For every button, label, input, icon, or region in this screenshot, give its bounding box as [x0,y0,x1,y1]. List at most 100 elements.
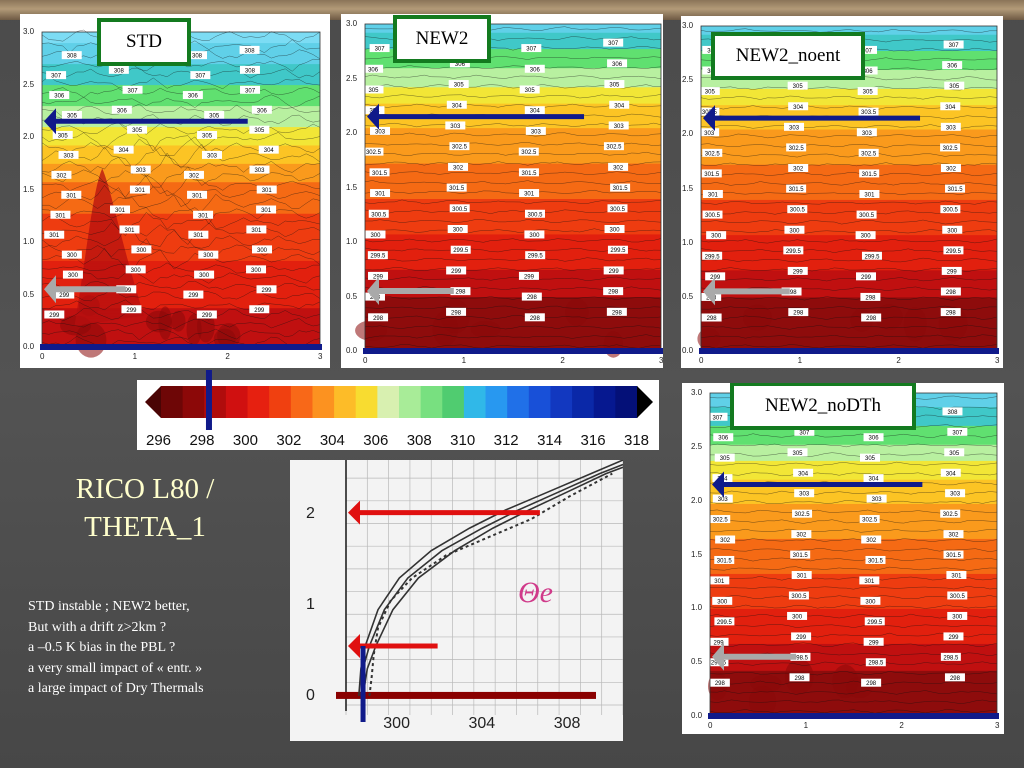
heat-band [42,163,320,167]
contour-label-bg [861,313,882,322]
contour-label-bg [708,637,729,646]
heat-blotch [749,685,777,718]
heat-band [42,307,320,311]
contour-label-bg [518,271,539,280]
contour-label-bg [524,106,545,115]
heat-band [701,153,997,157]
heat-band [701,172,997,176]
contour-label: 303 [862,131,873,137]
contour-label: 304 [798,471,809,477]
contour-line [364,295,662,300]
heat-band [710,699,997,704]
blue-arrow-head [44,108,56,135]
heatmap-svg: 298 298.5 299 299.5 300 301 301.5 302 302.5 303 30… [707,392,999,719]
heat-band [42,158,320,162]
heat-band [701,321,997,325]
contour-label-bg [699,87,720,96]
heat-band [42,144,320,149]
contour-label: 305 [454,83,465,89]
contour-label: 300 [610,228,621,234]
contour-label-bg [783,246,804,255]
contour-label: 305 [67,114,78,120]
contour-label: 299 [609,269,620,275]
contour-line [41,248,321,272]
heat-band [710,436,997,440]
contour-label: 306 [863,69,874,75]
contour-label-bg [449,204,470,213]
heat-band [365,266,661,270]
contour-label-bg [367,251,388,260]
heat-band [365,146,661,150]
heat-band [42,234,320,238]
heat-band [365,51,661,55]
colorbar-segment [225,386,249,418]
heat-band [365,242,661,246]
note-line-4: a very small impact of « entr. » [28,660,203,676]
heat-band [365,97,661,101]
contour-label: 304 [264,148,275,154]
contour-label-bg [603,142,624,151]
heat-band [710,532,997,537]
heat-band [701,304,997,309]
heat-band [701,258,997,263]
heat-band [365,135,661,140]
contour-label-bg [44,230,65,239]
contour-label: 301.5 [789,187,805,193]
contour-label: 300.5 [527,212,543,218]
contour-line [700,305,997,311]
contour-label-bg [947,427,968,436]
heat-band [365,78,661,82]
contour-label-bg [940,308,961,317]
y-tick-label: 2.5 [691,441,703,451]
heat-band [42,260,320,264]
contour-label: 308 [947,410,958,416]
contour-line [700,172,998,177]
grey-arrow-head [712,642,724,671]
profile-x-tick-label: 300 [383,715,410,732]
heat-band [365,59,661,63]
contour-label-bg [699,128,720,137]
contour-label-bg [861,535,882,544]
contour-label: 299.5 [528,254,544,260]
contour-label-bg [856,45,877,54]
heat-band [365,258,661,262]
contour-label: 301 [524,192,535,198]
contour-label-bg [940,143,961,152]
panel-title: NEW2_noent [711,32,865,80]
contour-label: 301 [66,193,77,199]
x-tick-label: 2 [899,721,904,730]
contour-label: 306 [117,108,128,114]
note-line-5: a large impact of Dry Thermals [28,681,204,696]
contour-label-bg [790,550,811,559]
colorbar-segment [377,386,400,418]
heat-band [365,179,661,183]
contour-label-bg [945,489,966,498]
contour-label-bg [787,266,808,275]
y-tick-label: 0.0 [346,346,358,355]
contour-label-bg [604,80,625,89]
heat-band [701,323,997,328]
heat-band [365,138,661,142]
heat-band [365,70,661,74]
heat-band [365,304,661,308]
heat-band [701,204,997,209]
contour-label-bg [858,148,879,157]
grey-arrow-head [367,277,379,306]
heat-band [42,100,320,104]
heat-band [365,192,661,197]
heat-band [365,291,661,295]
contour-label: 305 [202,133,213,139]
contour-label: 299 [869,640,880,646]
heat-band [701,267,997,271]
heat-band [365,81,661,85]
contour-label: 304 [119,148,130,154]
contour-label: 301 [198,213,209,219]
colorbar-segment [290,386,313,418]
heatmap-svg: 298 298 299 299.5 300 300.5 301 301.5 302.5 303 30… [355,23,663,358]
colorbar-tick-label: 298 [189,432,215,449]
heat-band [42,95,320,99]
heat-band [365,100,661,104]
profile-series-line [368,472,613,697]
grey-arrow-head [703,277,715,306]
contour-label: 299.5 [717,620,733,626]
